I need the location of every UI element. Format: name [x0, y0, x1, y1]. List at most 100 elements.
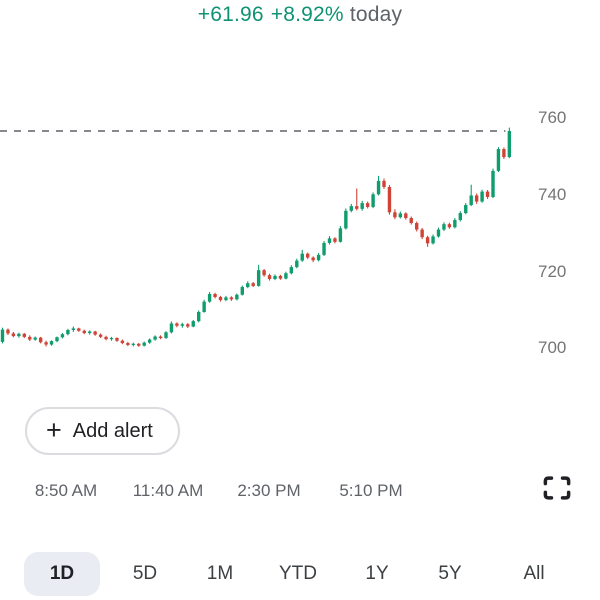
candle-body	[142, 342, 146, 346]
candle-body	[360, 203, 364, 209]
candle-body	[191, 321, 195, 327]
candle-body	[131, 343, 135, 345]
candle-body	[485, 191, 490, 197]
tab-all[interactable]: All	[523, 563, 545, 584]
candle-body	[158, 336, 163, 339]
candle-body	[33, 337, 37, 340]
price-change-percent: +8.92%	[270, 3, 344, 26]
fullscreen-icon	[543, 476, 571, 500]
candle-body	[431, 236, 435, 244]
candle-body	[164, 332, 168, 339]
candle-body	[393, 212, 397, 218]
candle-body	[28, 336, 32, 340]
candle-body	[137, 343, 141, 346]
candle-body	[425, 237, 430, 244]
candle-body	[300, 253, 304, 261]
candle-body	[409, 218, 413, 224]
candle-body	[93, 331, 97, 335]
candle-body	[186, 324, 190, 327]
x-axis-tick-2: 11:40 AM	[132, 481, 204, 500]
tab-5d[interactable]: 5D	[132, 563, 158, 584]
candle-body	[71, 328, 76, 330]
candle-body	[415, 223, 419, 230]
candle-body	[213, 293, 217, 298]
candle-body	[55, 337, 59, 342]
candle-body	[458, 213, 462, 220]
candle-body	[491, 170, 495, 197]
candle-body	[17, 333, 21, 337]
candle-body	[295, 260, 299, 268]
price-change-summary: +61.96 +8.92% today	[0, 3, 600, 27]
candle-body	[147, 339, 152, 343]
candle-body	[218, 297, 223, 301]
candle-body	[496, 149, 501, 171]
candle-body	[60, 334, 65, 338]
tab-1y[interactable]: 1Y	[365, 563, 389, 584]
candle-body	[382, 180, 386, 188]
fullscreen-button[interactable]	[539, 472, 575, 504]
change-period-label: today	[349, 3, 403, 26]
tab-5y[interactable]: 5Y	[438, 563, 462, 584]
tab-ytd[interactable]: YTD	[279, 563, 317, 584]
candle-body	[197, 311, 201, 322]
candle-body	[447, 224, 452, 228]
y-axis-tick-700: 700	[538, 338, 567, 357]
candle-body	[82, 330, 86, 334]
candle-body	[0, 329, 5, 342]
candle-body	[420, 229, 424, 238]
candle-body	[442, 224, 446, 230]
candle-body	[175, 323, 179, 326]
candlestick-chart[interactable]	[0, 0, 600, 400]
candle-body	[453, 219, 457, 228]
candle-body	[224, 297, 228, 301]
candle-body	[180, 324, 185, 326]
candle-body	[49, 341, 54, 345]
candle-body	[38, 337, 43, 343]
candle-body	[474, 195, 479, 202]
plus-icon: +	[46, 414, 62, 445]
candle-body	[6, 329, 10, 334]
candle-body	[316, 254, 321, 261]
candle-body	[11, 333, 16, 337]
candle-body	[267, 275, 272, 280]
candle-body	[104, 336, 108, 340]
candle-body	[311, 257, 315, 261]
candle-body	[376, 180, 381, 195]
candle-body	[507, 131, 512, 158]
add-alert-button[interactable]: + Add alert	[25, 407, 180, 455]
tab-1m[interactable]: 1M	[206, 563, 234, 584]
candle-body	[109, 338, 114, 340]
candle-body	[256, 270, 261, 286]
price-change-value: +61.96	[197, 3, 264, 26]
candle-body	[202, 301, 206, 312]
candle-body	[436, 229, 441, 237]
candle-body	[22, 333, 26, 337]
candle-body	[327, 238, 332, 243]
candle-body	[77, 328, 81, 331]
candle-body	[480, 191, 484, 202]
tab-1d[interactable]: 1D	[24, 552, 100, 596]
candle-body	[289, 267, 294, 274]
candle-body	[251, 283, 255, 286]
candle-body	[88, 331, 92, 334]
candle-body	[273, 275, 277, 280]
y-axis-tick-760: 760	[538, 108, 567, 127]
candle-body	[355, 206, 359, 209]
candle-body	[502, 149, 506, 158]
candle-body	[120, 340, 125, 344]
candle-body	[115, 338, 119, 341]
candle-body	[262, 270, 266, 276]
candle-body	[365, 203, 370, 207]
candle-body	[398, 213, 403, 218]
candle-body	[229, 297, 234, 300]
candle-body	[284, 273, 288, 279]
candle-body	[235, 294, 239, 300]
candle-body	[469, 195, 473, 206]
candle-body	[207, 293, 212, 302]
candle-body	[306, 253, 310, 258]
candle-body	[169, 323, 174, 333]
candle-body	[126, 343, 130, 345]
candle-body	[44, 342, 48, 345]
x-axis-tick-4: 5:10 PM	[339, 481, 403, 500]
candle-body	[387, 187, 392, 213]
